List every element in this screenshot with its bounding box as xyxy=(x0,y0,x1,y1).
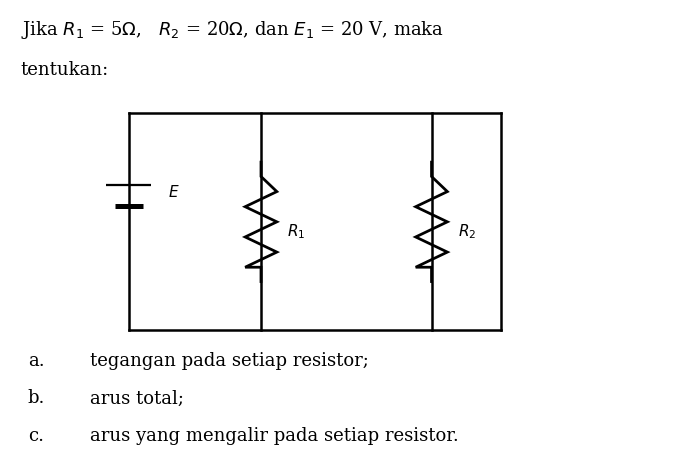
Text: arus total;: arus total; xyxy=(90,389,184,407)
Text: a.: a. xyxy=(28,352,45,370)
Text: c.: c. xyxy=(28,427,44,445)
Text: arus yang mengalir pada setiap resistor.: arus yang mengalir pada setiap resistor. xyxy=(90,427,459,445)
Text: tentukan:: tentukan: xyxy=(21,61,109,79)
Text: $R_2$: $R_2$ xyxy=(458,222,476,241)
Text: tegangan pada setiap resistor;: tegangan pada setiap resistor; xyxy=(90,352,370,370)
Text: b.: b. xyxy=(28,389,45,407)
Text: $E$: $E$ xyxy=(168,184,180,200)
Text: $R_1$: $R_1$ xyxy=(287,222,306,241)
Text: Jika $R_1$ = 5$\Omega$,   $R_2$ = 20$\Omega$, dan $E_1$ = 20 V, maka: Jika $R_1$ = 5$\Omega$, $R_2$ = 20$\Omeg… xyxy=(21,19,444,41)
